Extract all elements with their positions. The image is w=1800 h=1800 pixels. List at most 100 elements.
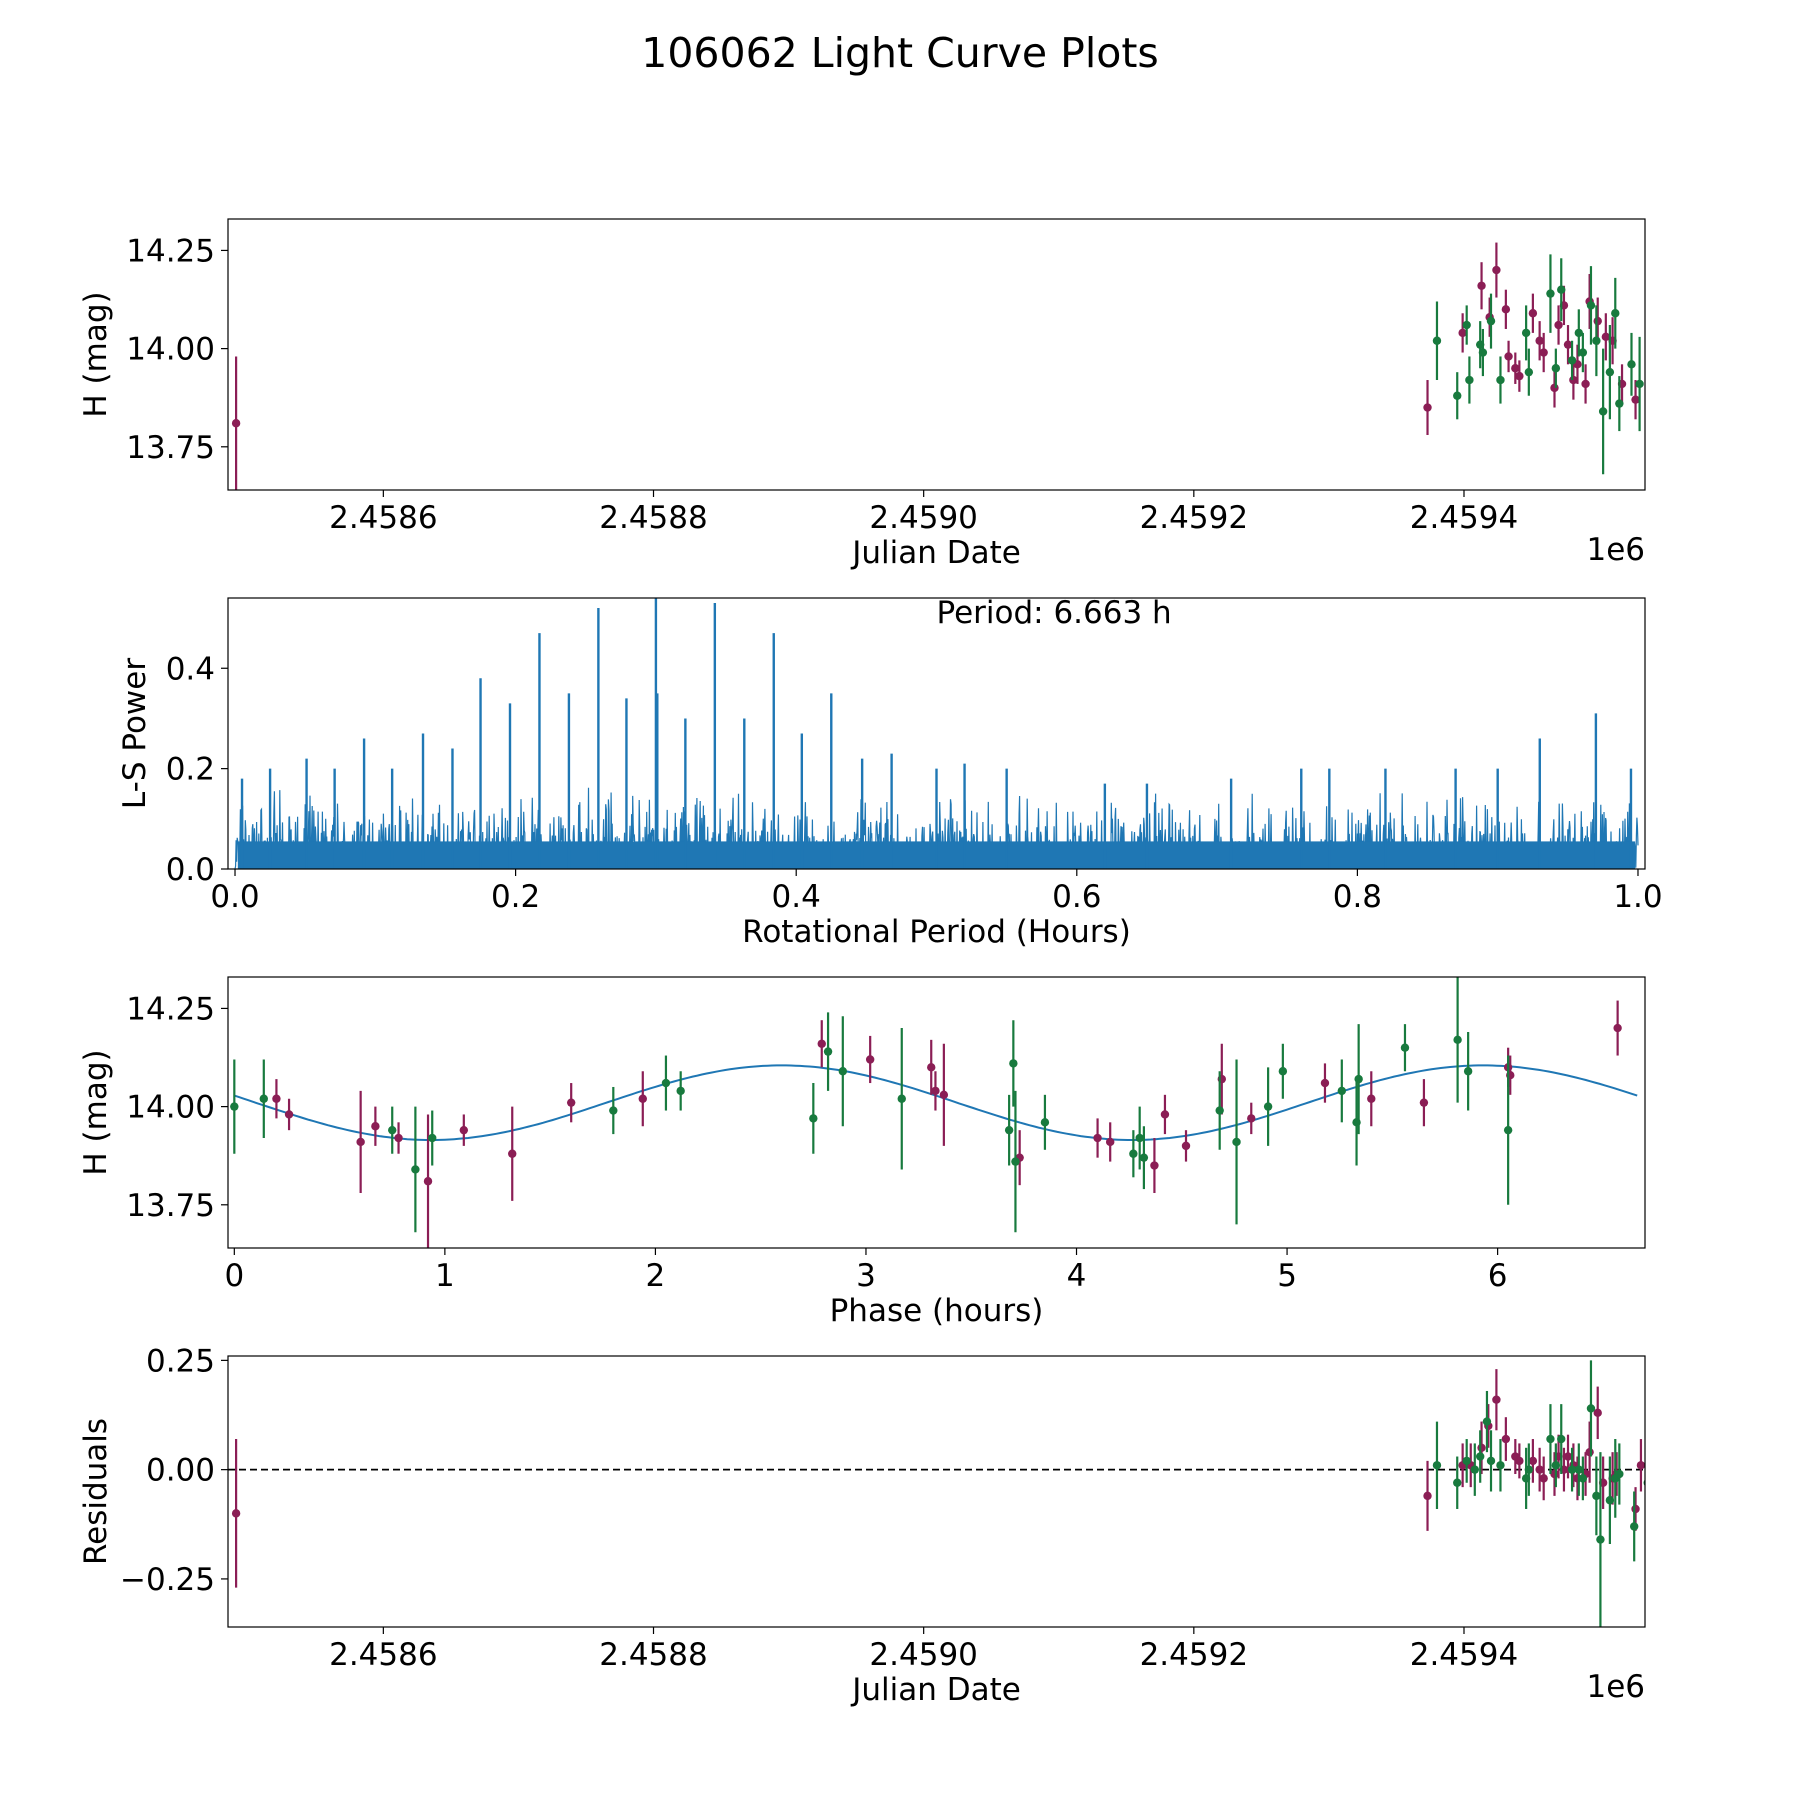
data-point	[1601, 332, 1611, 342]
data-point	[1627, 360, 1636, 369]
data-point	[394, 1133, 403, 1143]
data-point	[1586, 301, 1596, 310]
data-point	[1585, 1447, 1594, 1457]
data-point	[230, 1102, 239, 1111]
jd-plot-area	[231, 242, 1697, 490]
x-tick-label: 6	[1488, 1258, 1508, 1294]
data-point	[1263, 1102, 1273, 1111]
data-point	[459, 1125, 469, 1135]
data-point	[1503, 1125, 1513, 1135]
data-point	[1453, 1478, 1462, 1487]
data-point	[1605, 1496, 1615, 1505]
figure-title: 106062 Light Curve Plots	[641, 29, 1159, 77]
data-point	[638, 1094, 647, 1103]
data-point	[1646, 329, 1654, 337]
data-point	[1681, 1439, 1689, 1447]
data-point	[1615, 1469, 1624, 1479]
data-point	[1681, 278, 1689, 286]
data-point	[1524, 367, 1534, 377]
data-point	[1698, 1509, 1706, 1517]
data-point	[1501, 1434, 1511, 1444]
data-point	[1593, 1408, 1602, 1418]
data-point	[1683, 1474, 1691, 1482]
data-point	[1477, 1443, 1486, 1452]
data-point	[1129, 1149, 1138, 1158]
y-axis-label: H (mag)	[78, 1049, 114, 1175]
x-axis-label: Rotational Period (Hours)	[742, 914, 1131, 950]
x-tick-label: 0.0	[210, 879, 259, 915]
x-axis-label: Julian Date	[850, 1672, 1021, 1708]
data-point	[1689, 392, 1697, 400]
data-point	[1232, 1137, 1241, 1147]
data-point	[1605, 367, 1615, 377]
data-point	[1574, 1465, 1584, 1474]
data-point	[1687, 384, 1695, 392]
data-point	[1563, 340, 1573, 349]
y-tick-label: 13.75	[126, 430, 215, 466]
data-point	[1631, 395, 1640, 404]
y-tick-label: 0.2	[166, 752, 215, 788]
y-axis-label: Residuals	[78, 1418, 114, 1565]
phase-panel: 0 1 2 3 4 5 6 13.75 14.00 14.25 Phase (hours) H (ma…	[78, 976, 1646, 1329]
data-point	[1462, 320, 1471, 330]
x-tick-label: 2.4594	[1410, 1637, 1518, 1673]
data-point	[1528, 309, 1538, 318]
panels: 2.4586 2.4588 2.4590 2.4592 2.4594 13.75 14.00…	[78, 218, 1706, 1708]
data-point	[1635, 379, 1644, 389]
data-point	[411, 1165, 420, 1174]
data-point	[1596, 1535, 1605, 1544]
data-point	[1511, 364, 1520, 373]
y-tick-label: 13.75	[126, 1188, 215, 1224]
data-point	[1539, 348, 1548, 357]
x-offset-label: 1e6	[1586, 532, 1645, 568]
data-point	[1501, 305, 1511, 314]
y-tick-label: 0.0	[166, 852, 215, 888]
data-point	[1551, 1461, 1561, 1470]
phase-plot-area	[230, 977, 1638, 1248]
y-axis-label: H (mag)	[78, 291, 114, 417]
data-point	[1550, 1469, 1559, 1479]
jd-frame	[227, 218, 1646, 491]
data-point	[1551, 364, 1561, 373]
y-tick-label: 0.25	[146, 1343, 215, 1379]
x-tick-label: 0.6	[1052, 879, 1101, 915]
data-point	[931, 1086, 940, 1096]
data-point	[676, 1086, 685, 1096]
data-point	[1535, 336, 1544, 345]
data-point	[1524, 1465, 1534, 1474]
data-point	[1453, 391, 1462, 400]
x-tick-label: 2.4594	[1410, 500, 1518, 536]
data-point	[1677, 1439, 1685, 1447]
data-point	[809, 1114, 818, 1123]
data-point	[1496, 375, 1505, 385]
y-axis-label: L-S Power	[117, 658, 153, 809]
x-tick-label: 2.4586	[329, 500, 437, 536]
data-point	[1496, 1461, 1505, 1470]
data-point	[508, 1149, 517, 1158]
data-point	[1535, 1465, 1544, 1474]
data-point	[1320, 1078, 1330, 1088]
x-offset-label: 1e6	[1586, 1669, 1645, 1705]
data-point	[1676, 340, 1684, 348]
data-point	[1463, 1067, 1473, 1076]
data-point	[259, 1094, 268, 1103]
data-point	[1557, 285, 1566, 294]
x-tick-label: 4	[1067, 1258, 1087, 1294]
data-point	[1181, 1141, 1191, 1151]
phase-frame	[227, 976, 1646, 1249]
x-axis-label: Julian Date	[850, 535, 1021, 571]
jd-panel: 2.4586 2.4588 2.4590 2.4592 2.4594 13.75 14.00…	[78, 218, 1697, 571]
data-point	[1419, 1098, 1429, 1107]
y-tick-label: 14.25	[126, 991, 215, 1027]
data-point	[1569, 375, 1578, 385]
data-point	[231, 419, 241, 428]
data-point	[1470, 1465, 1479, 1474]
data-point	[284, 1110, 294, 1119]
x-tick-label: 2.4590	[869, 1637, 977, 1673]
data-point	[356, 1137, 365, 1147]
x-tick-label: 1	[435, 1258, 455, 1294]
y-tick-label: 0.00	[146, 1453, 215, 1489]
data-point	[838, 1067, 848, 1076]
y-tick-label: 14.25	[126, 233, 215, 269]
data-point	[1278, 1067, 1288, 1076]
